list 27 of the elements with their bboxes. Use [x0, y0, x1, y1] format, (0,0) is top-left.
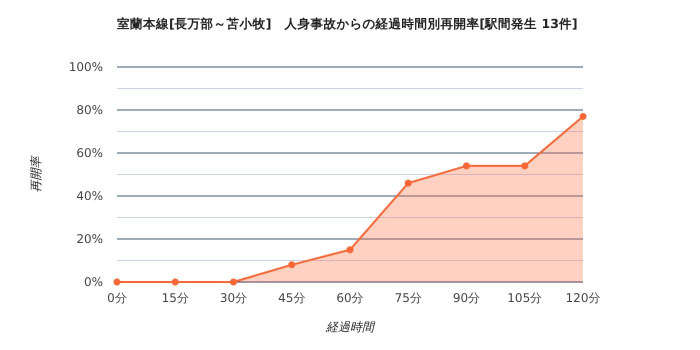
y-tick-label: 60%	[76, 146, 103, 160]
point	[346, 246, 354, 254]
x-tick-label: 90分	[452, 291, 480, 305]
y-tick-label: 0%	[84, 275, 103, 289]
point	[172, 278, 179, 286]
x-tick-label: 0分	[107, 291, 127, 305]
x-tick-label: 105分	[507, 291, 542, 305]
x-tick-label: 45分	[278, 291, 306, 305]
y-tick-label: 100%	[68, 60, 103, 74]
point	[230, 278, 237, 286]
x-tick-label: 30分	[220, 291, 248, 305]
x-tick-label: 60分	[336, 291, 364, 305]
point	[114, 278, 120, 286]
point	[288, 261, 296, 268]
point	[463, 162, 470, 170]
point	[404, 180, 412, 187]
y-tick-label: 40%	[76, 189, 103, 203]
chart-title: 室蘭本線[長万部～苫小牧] 人身事故からの経過時間別再開率[駅間発生 13件]	[117, 16, 578, 31]
y-axis-title: 再開率	[29, 154, 43, 192]
point	[521, 162, 528, 170]
y-tick-label: 80%	[76, 103, 103, 117]
point	[580, 112, 586, 120]
x-tick-label: 15分	[162, 291, 189, 305]
x-axis-title: 経過時間	[325, 320, 376, 334]
x-tick-label: 120分	[566, 291, 600, 305]
y-tick-label: 20%	[76, 232, 103, 246]
x-tick-label: 75分	[394, 291, 422, 305]
